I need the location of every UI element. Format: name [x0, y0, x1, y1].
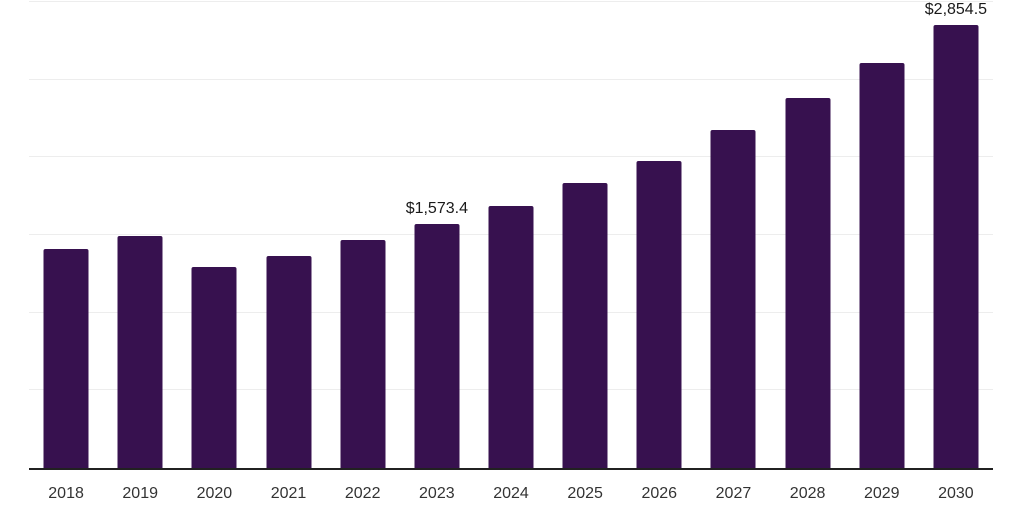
gridline-2000	[29, 156, 993, 158]
bar-2028	[785, 98, 831, 468]
bar-2026	[636, 160, 682, 468]
plot-area: $1,573.4 $2,854.5	[29, 0, 993, 470]
bar-2029	[859, 62, 905, 468]
x-tick-2019: 2019	[122, 485, 158, 502]
bar-2019	[117, 236, 163, 468]
band-2026	[622, 2, 696, 468]
x-tick-2030: 2030	[938, 485, 974, 502]
bar-2023	[414, 223, 460, 468]
band-2028	[771, 2, 845, 468]
x-tick-2028: 2028	[789, 485, 826, 502]
band-2025	[548, 2, 622, 468]
bar-2025	[562, 183, 608, 468]
x-tick-2029: 2029	[863, 485, 900, 502]
bar-2020	[191, 266, 237, 468]
band-2018	[29, 2, 103, 468]
x-axis-labels: 2018 2019 2020 2021 2022 2023 2024 2025 2026 2027…	[29, 484, 993, 504]
x-tick-2026: 2026	[641, 485, 678, 502]
gridline-2500	[29, 78, 993, 80]
data-label-2023: $1,573.4	[405, 199, 468, 217]
x-tick-2020: 2020	[196, 485, 233, 502]
x-tick-2018: 2018	[48, 485, 84, 502]
bar-2030	[933, 24, 979, 468]
x-tick-2024: 2024	[493, 485, 529, 502]
x-tick-2021: 2021	[270, 485, 307, 502]
x-tick-2025: 2025	[567, 485, 603, 502]
x-axis-line	[29, 468, 993, 470]
x-tick-2027: 2027	[715, 485, 752, 502]
bar-2021	[266, 255, 312, 468]
bar-2027	[710, 130, 756, 468]
gridline-3000	[29, 1, 993, 2]
band-2030: $2,854.5	[919, 0, 993, 468]
band-2023: $1,573.4	[400, 2, 474, 468]
band-2020	[177, 2, 251, 468]
data-label-2030: $2,854.5	[924, 0, 988, 18]
band-2024	[474, 2, 548, 468]
x-tick-2023: 2023	[419, 485, 455, 502]
band-2021	[251, 2, 325, 468]
bar-2018	[43, 248, 89, 468]
bar-2022	[340, 240, 386, 468]
band-2019	[103, 2, 177, 468]
bar-2024	[488, 205, 534, 468]
band-2022	[326, 2, 400, 468]
band-2029	[845, 2, 919, 468]
x-tick-2022: 2022	[344, 485, 381, 502]
band-2027	[696, 2, 770, 468]
